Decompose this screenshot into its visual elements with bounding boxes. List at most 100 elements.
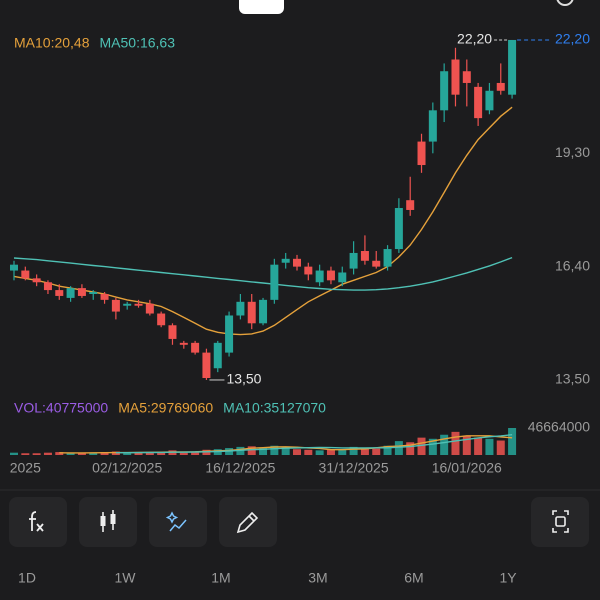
volume-bar	[77, 453, 86, 455]
candle-body	[10, 264, 18, 271]
candle-body	[213, 342, 222, 369]
ma-line	[13, 256, 513, 291]
x-tick-label: 2025	[10, 460, 41, 476]
volume-bar	[191, 452, 200, 455]
volume-bar	[508, 428, 517, 455]
legend-entry: MA50:16,63	[100, 35, 176, 51]
candle-body	[259, 299, 268, 324]
candle-body	[496, 82, 505, 91]
candle-body	[417, 141, 426, 166]
candle-icon-body	[100, 516, 106, 526]
candle-body	[21, 270, 30, 279]
volume-bar	[360, 448, 369, 455]
volume-bar	[43, 452, 52, 455]
volume-bar	[496, 440, 505, 455]
candle-body	[451, 59, 460, 95]
volume-bar	[304, 449, 313, 455]
candle-body	[191, 342, 200, 353]
volume-bar	[383, 445, 392, 455]
y-tick-label: 16,40	[555, 257, 590, 273]
chart-type-button[interactable]	[79, 497, 137, 547]
candle-body	[123, 303, 132, 306]
volume-bar	[145, 452, 154, 455]
period-tab[interactable]: 1D	[18, 570, 36, 586]
candle-body	[281, 258, 290, 263]
fullscreen-icon	[555, 516, 566, 527]
volume-bar	[451, 431, 460, 455]
volume-bar	[32, 453, 41, 455]
candle-body	[43, 282, 52, 291]
volume-bar	[315, 450, 324, 455]
draw-button[interactable]	[219, 497, 277, 547]
candle-body	[338, 272, 347, 283]
candle-body	[247, 301, 256, 324]
selected-tab[interactable]	[239, 0, 284, 14]
candle-body	[236, 301, 245, 316]
indicator-button[interactable]	[9, 497, 67, 547]
volume-bar	[281, 446, 290, 455]
candle-body	[315, 270, 324, 283]
candle-body	[145, 303, 154, 314]
pencil-icon	[236, 511, 259, 534]
volume-bar	[55, 452, 64, 455]
candle-body	[406, 200, 415, 210]
candle-body	[66, 288, 75, 298]
volume-bar	[259, 448, 268, 455]
period-tab[interactable]: 3M	[308, 570, 327, 586]
high-marker-label: 22,20	[457, 31, 492, 47]
volume-bar	[247, 446, 256, 455]
y-tick-label: 19,30	[555, 144, 590, 160]
candle-body	[202, 352, 211, 379]
volume-bar	[270, 445, 279, 455]
fx-icon	[29, 511, 44, 532]
candle-body	[32, 278, 41, 283]
candle-icon-body	[110, 514, 116, 524]
candle-body	[111, 299, 120, 312]
period-tab[interactable]: 1M	[211, 570, 230, 586]
y-tick-label: 46664000	[528, 419, 591, 435]
low-marker-label: 13,50	[226, 371, 261, 387]
candle-body	[77, 288, 86, 296]
x-tick-label: 02/12/2025	[92, 460, 162, 476]
volume-bar	[134, 452, 143, 455]
candle-body	[293, 258, 301, 267]
volume-bar	[440, 434, 449, 455]
candle-body	[55, 290, 64, 296]
period-tab[interactable]: 6M	[404, 570, 423, 586]
legend-entry: MA5:29769060	[118, 400, 213, 416]
volume-label: VOL:40775000	[14, 400, 108, 416]
volume-bar	[100, 452, 109, 455]
settings-icon[interactable]	[556, 0, 574, 6]
volume-bar	[394, 441, 403, 455]
volume-bar	[179, 452, 188, 455]
x-tick-label: 16/12/2025	[205, 460, 275, 476]
fullscreen-button[interactable]	[531, 497, 589, 547]
volume-bar	[66, 453, 75, 455]
volume-bar	[372, 448, 381, 455]
ma-line	[115, 434, 513, 454]
candle-body	[349, 252, 358, 269]
candle-body	[474, 86, 483, 119]
volume-bar	[462, 435, 471, 455]
volume-bar	[406, 442, 415, 455]
candle-body	[326, 270, 335, 281]
candle-body	[360, 251, 369, 261]
candle-body	[225, 315, 234, 353]
volume-bar	[428, 438, 437, 455]
x-tick-label: 31/12/2025	[319, 460, 389, 476]
period-tab[interactable]: 1W	[115, 570, 137, 586]
y-tick-label: 13,50	[555, 371, 590, 387]
candle-body	[428, 110, 437, 142]
period-tab[interactable]: 1Y	[499, 570, 517, 586]
candle-body	[270, 264, 279, 300]
candle-body	[462, 71, 471, 83]
volume-bar	[293, 449, 301, 455]
volume-bar	[474, 437, 483, 455]
candle-body	[508, 39, 517, 95]
ai-button[interactable]	[149, 497, 207, 547]
legend-entry: MA10:35127070	[223, 400, 326, 416]
candle-body	[394, 208, 403, 250]
candle-body	[89, 292, 98, 294]
